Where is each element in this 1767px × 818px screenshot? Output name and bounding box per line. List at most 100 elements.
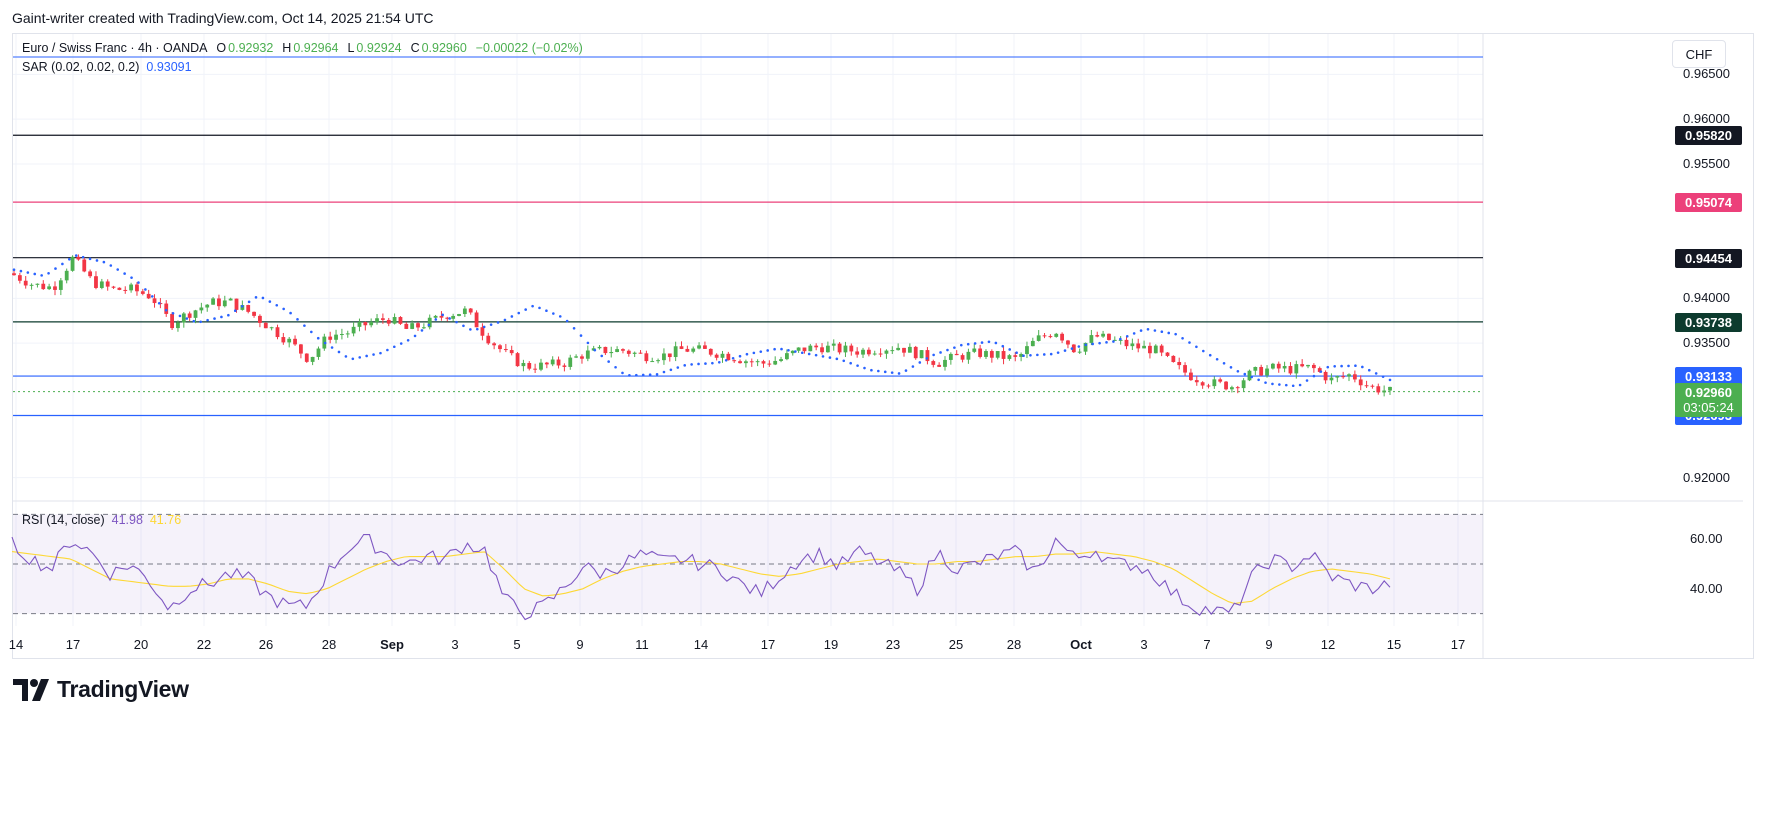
candle-body (1148, 345, 1152, 354)
sar-dot (275, 303, 279, 307)
open-value: 0.92932 (228, 41, 274, 55)
sar-dot (1236, 369, 1240, 373)
sar-dot (524, 308, 527, 311)
rsi-tick: 60.00 (1690, 531, 1723, 547)
sar-dot (323, 341, 327, 345)
rsi-ma-line (11, 551, 1391, 605)
sar-dot (351, 357, 355, 361)
candle-body (966, 351, 971, 360)
sar-dot (233, 309, 237, 313)
sar-dot (240, 304, 244, 308)
candle-body (1107, 333, 1111, 340)
candle-body (152, 298, 157, 304)
candle-body (527, 362, 532, 369)
sar-dot (455, 320, 458, 324)
current-price-value: 0.92960 (1685, 384, 1732, 400)
sar-dot (1195, 345, 1198, 349)
candle-body (416, 323, 420, 328)
candle-body (1370, 385, 1375, 387)
time-tick: 12 (1320, 637, 1336, 652)
candle-body (1048, 336, 1053, 338)
sar-dot (1202, 349, 1205, 353)
close-value: 0.92960 (421, 41, 467, 55)
creator-caption: Gaint-writer created with TradingView.co… (12, 10, 434, 26)
price-tick: 0.96500 (1683, 66, 1730, 82)
rsi-label[interactable]: RSI (14, close) (22, 513, 105, 527)
sar-dot (586, 341, 590, 345)
candle-body (170, 313, 174, 329)
candle-body (1060, 333, 1065, 341)
sar-dot (399, 342, 403, 345)
symbol-legend[interactable]: Euro / Swiss Franc · 4h · OANDA O 0.92932… (22, 41, 585, 55)
sar-dot (268, 300, 272, 303)
candle-body (445, 317, 450, 319)
sar-dot (538, 306, 541, 310)
sar-dot (821, 355, 825, 358)
sar-dot (1029, 353, 1032, 357)
candle-body (357, 322, 362, 327)
candle-body (211, 298, 215, 305)
sar-dot (1001, 344, 1005, 348)
candle-body (1235, 387, 1240, 389)
symbol-name[interactable]: Euro / Swiss Franc · 4h · OANDA (22, 41, 208, 55)
sar-dot (1264, 381, 1267, 384)
sar-dot (1278, 383, 1281, 386)
candle-body (574, 356, 579, 358)
candle-body (351, 326, 356, 334)
sar-dot (1208, 353, 1212, 357)
sar-dot (1271, 382, 1274, 386)
candle-body (88, 271, 93, 277)
rsi-legend[interactable]: RSI (14, close) 41.98 41.76 (22, 513, 181, 527)
sar-dot (759, 350, 763, 353)
low-label: L (347, 41, 355, 55)
candle-body (779, 359, 783, 361)
sar-dot (109, 264, 113, 267)
sar-dot (337, 350, 341, 354)
sar-dot (648, 373, 652, 377)
chart-frame[interactable] (12, 33, 1754, 659)
sar-dot (434, 318, 438, 321)
candle-body (111, 286, 116, 288)
sar-label[interactable]: SAR (0.02, 0.02, 0.2) (22, 60, 140, 74)
candle-body (755, 361, 760, 363)
sar-dot (420, 329, 424, 332)
candle-body (521, 362, 526, 367)
candle-body (94, 276, 98, 288)
candle-body (433, 315, 438, 318)
sar-dot (939, 351, 942, 354)
close-label: C (410, 41, 420, 55)
candle-body (129, 284, 134, 291)
candle-body (123, 289, 128, 291)
candle-body (293, 338, 297, 345)
candle-body (17, 275, 22, 281)
currency-selector[interactable]: CHF (1672, 40, 1726, 68)
price-tick: 0.92000 (1683, 469, 1730, 485)
candle-body (53, 286, 57, 290)
candle-body (1019, 354, 1024, 357)
candle-body (462, 308, 467, 315)
sar-dot (1298, 383, 1302, 387)
sar-dot (807, 352, 811, 356)
sar-dot (489, 323, 493, 326)
sar-dot (572, 326, 576, 330)
sar-dot (579, 334, 583, 337)
candle-body (47, 286, 52, 290)
time-tick: 26 (258, 637, 274, 652)
sar-dot (365, 354, 368, 358)
sar-dot (987, 340, 991, 344)
sar-dot (711, 361, 714, 365)
candle-body (199, 307, 204, 311)
sar-dot (946, 348, 949, 352)
sar-dot (1105, 341, 1108, 344)
sar-dot (655, 372, 659, 376)
candle-body (907, 346, 912, 353)
sar-dot (469, 328, 472, 331)
tradingview-logo[interactable]: TradingView (13, 676, 189, 703)
tradingview-logo-icon (13, 678, 49, 701)
sar-legend[interactable]: SAR (0.02, 0.02, 0.2) 0.93091 (22, 60, 192, 74)
candle-body (468, 308, 473, 313)
sar-dot (835, 357, 839, 361)
sar-dot (150, 295, 154, 298)
candle-body (187, 313, 192, 318)
